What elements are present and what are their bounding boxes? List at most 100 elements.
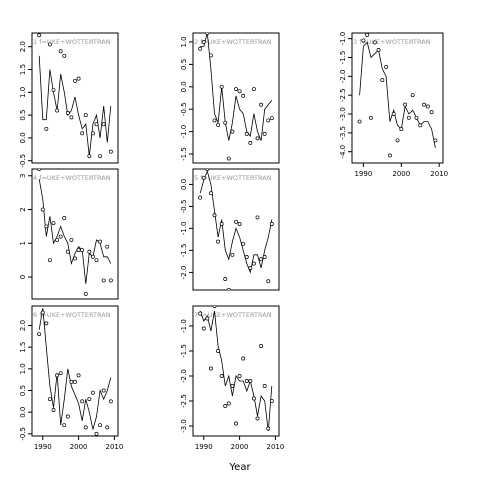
panel-5: 5 f=UKE+WOTTERTRAN -2.0 -1.5 -1.0 -0.5 0.0: [180, 168, 280, 291]
data-point: [361, 38, 366, 43]
data-point: [219, 84, 224, 89]
y-tick-label: 0: [19, 275, 27, 279]
x-tick-label: 1990: [195, 443, 213, 451]
data-point: [248, 140, 253, 145]
data-point: [262, 384, 267, 388]
panel-title: 3 f=UKE+WOTTERTRAN: [353, 38, 431, 46]
y-tick-label: -3.0: [339, 107, 347, 121]
data-point: [65, 249, 70, 254]
y-tick-label: 0.0: [180, 179, 188, 190]
data-point: [251, 396, 256, 401]
data-point: [101, 122, 106, 127]
data-point: [105, 244, 110, 249]
x-tick-label: 2000: [392, 170, 410, 178]
data-point: [403, 102, 408, 107]
data-point: [58, 371, 63, 376]
data-point: [83, 291, 88, 296]
data-point: [108, 149, 113, 154]
panel-frame: [31, 32, 119, 164]
y-tick-label: -2.5: [180, 394, 188, 408]
data-point: [55, 373, 60, 378]
data-point: [234, 87, 238, 91]
fitted-line: [359, 41, 436, 148]
data-point: [47, 258, 52, 263]
data-point: [255, 136, 260, 141]
data-point: [73, 78, 77, 83]
fitted-line: [38, 308, 112, 430]
data-point: [58, 49, 63, 54]
y-tick-label: -1.0: [180, 222, 188, 236]
y-tick-label: 1.5: [19, 342, 27, 353]
data-point: [269, 116, 274, 121]
y-tick-label: -2.0: [180, 266, 188, 280]
y-tick-label: -0.5: [19, 154, 27, 168]
data-point: [226, 156, 231, 161]
data-point: [65, 110, 70, 115]
data-point: [429, 110, 434, 115]
data-point: [259, 257, 264, 262]
y-tick-label: 0.5: [19, 110, 27, 121]
y-tick-label: 2.0: [19, 320, 27, 331]
data-point: [101, 388, 106, 393]
data-point: [234, 219, 238, 224]
data-point: [101, 278, 106, 283]
data-point: [376, 48, 381, 52]
data-point: [208, 366, 213, 371]
data-point: [212, 118, 217, 123]
data-point: [357, 119, 362, 124]
panel-7: 6 f=UKE+WOTTERTRAN -0.5 0.0 0.5 1.0 1.5 2.0 199…: [19, 305, 124, 451]
data-point: [55, 108, 60, 113]
y-tick-label: -2.0: [339, 69, 347, 83]
data-point: [83, 113, 88, 118]
data-point: [201, 326, 206, 331]
y-tick-label: -1.0: [180, 319, 188, 333]
y-tick-label: 0.0: [19, 407, 27, 418]
y-tick-label: -3.0: [180, 419, 188, 433]
data-point: [212, 306, 217, 308]
data-point: [226, 401, 231, 406]
data-point: [219, 222, 224, 226]
data-point: [94, 431, 99, 436]
x-axis-label: Year: [228, 462, 251, 473]
data-point: [266, 426, 271, 431]
data-point: [83, 425, 88, 430]
data-point: [69, 379, 74, 384]
data-point: [201, 40, 206, 44]
y-tick-label: -3.5: [339, 126, 347, 140]
data-point: [226, 288, 231, 290]
data-point: [87, 397, 92, 402]
data-point: [37, 169, 42, 171]
y-tick-label: -0.5: [180, 200, 188, 214]
x-tick-label: 2010: [106, 443, 124, 451]
data-point: [90, 390, 95, 395]
data-point: [94, 258, 99, 263]
data-point: [216, 122, 221, 127]
data-point: [80, 131, 85, 136]
data-point: [62, 216, 67, 220]
data-point: [380, 78, 385, 83]
data-point: [98, 239, 103, 244]
panel-2: 2 f=UKE+WOTTERTRAN -1.5 -1.0 -0.5 0.0 0.5 1.0: [180, 32, 280, 164]
fitted-line: [38, 55, 112, 157]
y-tick-label: 3: [19, 174, 27, 178]
data-point: [266, 118, 271, 123]
data-point: [212, 213, 217, 218]
data-point: [216, 239, 221, 244]
data-point: [269, 222, 274, 226]
data-point: [44, 126, 49, 131]
data-point: [80, 248, 85, 252]
data-point: [425, 104, 430, 109]
data-point: [73, 379, 77, 384]
data-point: [410, 93, 415, 98]
data-point: [414, 115, 419, 120]
data-point: [65, 414, 70, 419]
data-point: [216, 349, 221, 353]
data-point: [369, 115, 373, 120]
y-tick-label: 0.0: [19, 132, 27, 143]
data-point: [269, 399, 274, 403]
panel-3: 3 f=UKE+WOTTERTRAN -4.0 -3.5 -3.0 -2.5 -2.0 -1…: [339, 32, 448, 178]
y-tick-label: 1.5: [19, 64, 27, 75]
data-point: [255, 416, 260, 421]
data-point: [230, 252, 235, 257]
data-point: [422, 102, 426, 107]
